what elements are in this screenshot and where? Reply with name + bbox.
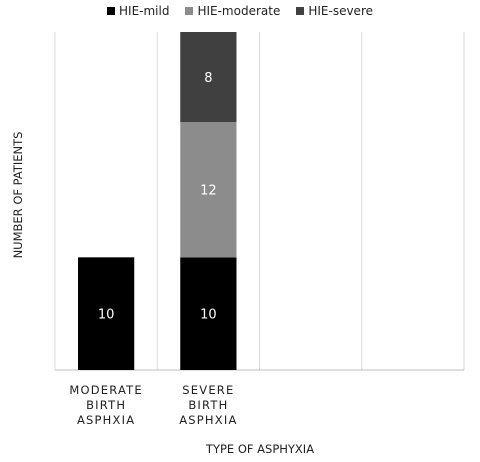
data-label-hie-mild-cat2: 10	[200, 308, 217, 323]
x-tick-label: SEVERE	[182, 383, 234, 397]
legend-label-hie-mild: HIE-mild	[119, 4, 170, 18]
legend-label-hie-moderate: HIE-moderate	[197, 4, 281, 18]
data-label-hie-severe-cat2: 8	[204, 71, 212, 86]
legend-item-hie-severe: HIE-severe	[296, 4, 373, 18]
legend-item-hie-mild: HIE-mild	[107, 4, 169, 18]
bar-hie-mild-cat2	[180, 257, 237, 370]
x-tick-label: ASPHXIA	[77, 413, 135, 427]
bar-hie-mild-cat1	[78, 257, 135, 370]
bar-hie-moderate-cat2	[180, 122, 237, 258]
x-tick-label: BIRTH	[188, 398, 228, 412]
bar-hie-severe-cat2	[180, 32, 237, 123]
y-axis-title: NUMBER OF PATIENTS	[11, 132, 25, 259]
legend-swatch-hie-severe	[296, 7, 305, 15]
data-label-hie-moderate-cat2: 12	[200, 184, 217, 199]
legend-swatch-hie-moderate	[185, 7, 194, 15]
x-tick-label: MODERATE	[69, 383, 143, 397]
legend-swatch-hie-mild	[107, 7, 115, 15]
data-label-hie-mild-cat1: 10	[98, 308, 115, 323]
x-axis-title: TYPE OF ASPHYXIA	[205, 442, 314, 456]
x-tick-label: ASPHXIA	[179, 413, 237, 427]
legend-label-hie-severe: HIE-severe	[308, 4, 373, 18]
legend-item-hie-moderate: HIE-moderate	[185, 4, 280, 18]
x-tick-label: BIRTH	[86, 398, 126, 412]
chart-legend: HIE-mild HIE-moderate HIE-severe	[0, 4, 480, 18]
